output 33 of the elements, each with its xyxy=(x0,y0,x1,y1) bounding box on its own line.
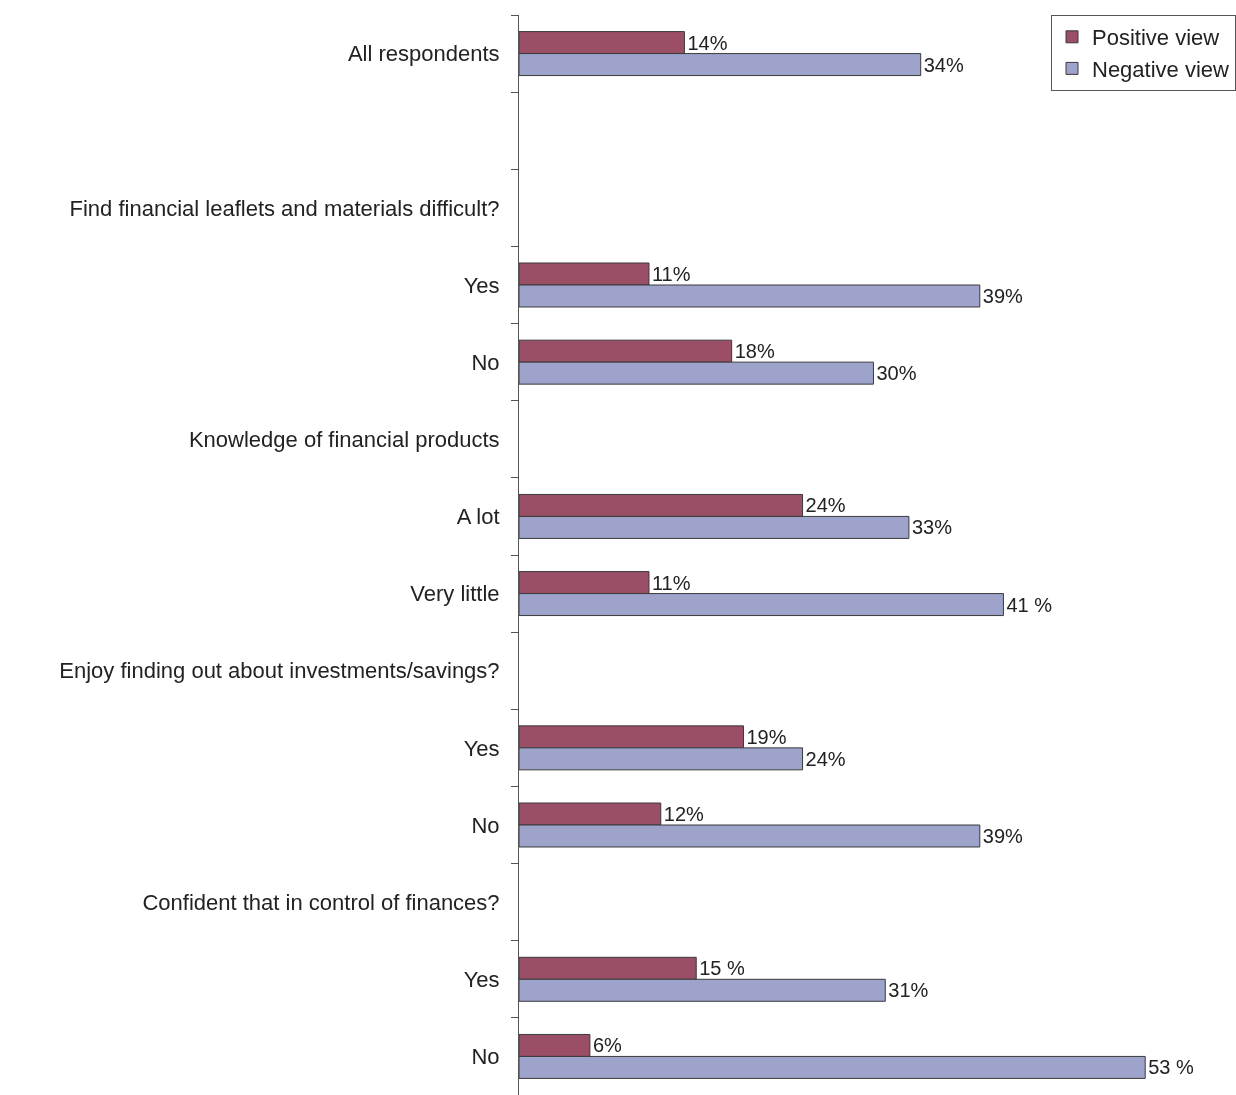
data-label: 30% xyxy=(876,362,917,385)
y-tick-label: Confident that in control of finances? xyxy=(142,889,500,915)
data-label: 39% xyxy=(982,284,1024,307)
y-tick-label: Yes xyxy=(463,735,500,761)
legend-label: Negative view xyxy=(1092,56,1230,82)
data-label: 6% xyxy=(592,1034,623,1057)
y-tick-label: Very little xyxy=(410,581,500,607)
legend-label: Positive view xyxy=(1092,25,1220,51)
y-tick-label: No xyxy=(471,349,500,375)
data-label: 34% xyxy=(923,53,964,76)
data-label: 18% xyxy=(734,340,775,363)
data-label: 24% xyxy=(805,747,846,770)
data-label: 31% xyxy=(888,979,929,1002)
y-tick-label: All respondents xyxy=(347,41,500,67)
data-label: 11% xyxy=(651,571,691,594)
data-label: 39% xyxy=(982,824,1024,847)
data-label: 19% xyxy=(746,725,787,748)
y-tick-label: Enjoy finding out about investments/savings? xyxy=(59,658,500,684)
y-tick-label: Find financial leaflets and materials difficult? xyxy=(69,195,500,221)
y-tick-label: Yes xyxy=(463,272,500,298)
data-label: 15 % xyxy=(699,957,746,980)
y-tick-label: No xyxy=(471,812,500,838)
y-tick-label: Yes xyxy=(463,966,500,992)
data-label: 33% xyxy=(911,516,953,539)
data-label: 14% xyxy=(687,31,728,54)
data-label: 11% xyxy=(651,263,691,286)
y-tick-label: A lot xyxy=(456,504,500,530)
y-tick-label: No xyxy=(471,1044,500,1070)
data-label: 12% xyxy=(663,803,705,826)
data-label: 41 % xyxy=(1006,593,1053,616)
data-label: 24% xyxy=(805,494,846,517)
data-label: 53 % xyxy=(1148,1056,1194,1079)
y-tick-label: Knowledge of financial products xyxy=(188,426,500,452)
